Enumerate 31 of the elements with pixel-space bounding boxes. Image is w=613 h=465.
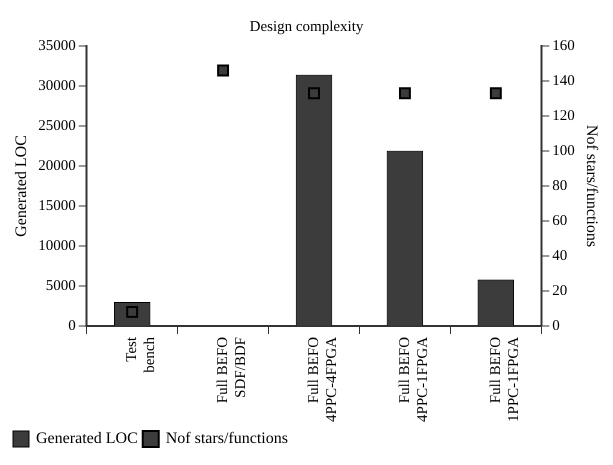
- x-tick-label: Full BEFO 4PPC-4FPGA: [306, 336, 340, 422]
- x-tick-label: Full BEFO SDF/BDF: [215, 336, 250, 404]
- point: [308, 87, 320, 100]
- legend-label: Generated LOC: [36, 430, 138, 448]
- y-tick-label: 25000: [38, 118, 76, 134]
- y-tick-label: 35000: [38, 38, 76, 54]
- y-tick-label: 10000: [38, 238, 76, 254]
- y-tick-label: 0: [68, 318, 76, 334]
- x-tick-label: Full BEFO 1PPC-1FPGA: [488, 336, 522, 422]
- y2-tick-label: 140: [552, 72, 575, 89]
- y2-tick-label: 80: [552, 178, 568, 194]
- y-tick-label: 20000: [38, 158, 76, 174]
- y-tick-label: 30000: [38, 78, 76, 94]
- y2-tick-label: 100: [552, 142, 575, 159]
- point: [217, 64, 230, 76]
- legend-label: Nof stars/functions: [166, 430, 288, 448]
- y2-tick-label: 0: [552, 318, 560, 334]
- y-axis-title: Generated LOC: [12, 135, 30, 237]
- chart-title: Design complexity: [250, 18, 364, 35]
- point: [490, 87, 502, 100]
- y-tick-label: 5000: [46, 278, 76, 294]
- y2-axis-title: Nof stars/functions: [583, 124, 600, 248]
- y-tick-label: 15000: [38, 198, 76, 214]
- point: [398, 87, 411, 100]
- y2-tick-label: 120: [552, 108, 575, 124]
- x-tick-label: Full BEFO 4PPC-1FPGA: [396, 336, 431, 422]
- y2-tick-label: 160: [552, 38, 575, 54]
- y2-tick-label: 60: [552, 212, 568, 229]
- x-tick-label: Test bench: [124, 336, 158, 373]
- y2-tick-label: 20: [552, 282, 568, 299]
- y2-tick-label: 40: [552, 248, 568, 264]
